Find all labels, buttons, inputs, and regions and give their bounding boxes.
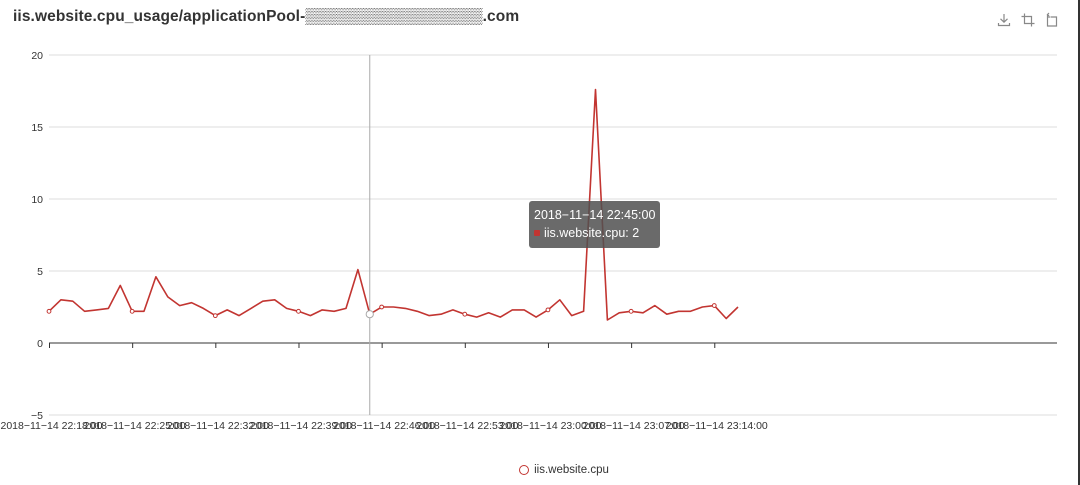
chart-tooltip: 2018−11−14 22:45:00 iis.website.cpu: 2 (529, 201, 661, 248)
x-tick-label: 2018−11−14 22:46:00 (333, 420, 435, 432)
x-tick-label: 2018−11−14 23:14:00 (666, 420, 768, 432)
legend-circle-icon (519, 465, 530, 475)
data-point[interactable] (379, 304, 385, 310)
data-point[interactable] (212, 313, 218, 319)
download-icon[interactable] (996, 12, 1012, 28)
grid-lines (49, 54, 1057, 416)
tooltip-series-label: iis.website.cpu: 2 (544, 226, 640, 240)
y-tick-label: 10 (31, 194, 43, 206)
x-tick-label: 2018−11−14 22:25:00 (84, 420, 186, 432)
x-tick-label: 2018−11−14 22:18:00 (1, 420, 103, 432)
x-tick-label: 2018−11−14 23:07:00 (583, 420, 685, 432)
legend-label: iis.website.cpu (534, 464, 609, 476)
restore-icon[interactable] (1044, 12, 1060, 28)
data-point[interactable] (462, 311, 468, 317)
x-tick-label: 2018−11−14 22:32:00 (167, 420, 269, 432)
chart-legend: iis.website.cpu (0, 464, 1078, 478)
y-tick-label: 5 (37, 266, 43, 278)
chart-toolbox (996, 12, 1060, 28)
series-layer (46, 88, 739, 321)
tooltip-row: iis.website.cpu: 2 (534, 224, 655, 242)
x-tick-label: 2018−11−14 22:39:00 (250, 420, 352, 432)
tooltip-series-swatch (534, 230, 540, 236)
zoom-icon[interactable] (1020, 12, 1036, 28)
data-point[interactable] (296, 308, 301, 314)
x-tick-label: 2018−11−14 22:53:00 (416, 420, 518, 432)
data-point[interactable] (628, 308, 634, 314)
data-point[interactable] (545, 307, 551, 313)
y-tick-label: 0 (37, 338, 43, 350)
series-line-iis-website-cpu[interactable] (48, 88, 739, 321)
y-tick-label: 20 (31, 50, 43, 62)
data-point[interactable] (129, 308, 135, 314)
legend-item-iis-website-cpu[interactable]: iis.website.cpu (519, 464, 609, 476)
y-tick-label: −5 (31, 410, 43, 422)
y-tick-label: 15 (31, 122, 43, 134)
data-point[interactable] (46, 308, 52, 314)
hovered-data-point[interactable] (365, 310, 374, 319)
data-point[interactable] (711, 303, 717, 308)
tooltip-time: 2018−11−14 22:45:00 (534, 208, 656, 222)
x-tick-label: 2018−11−14 23:00:00 (499, 420, 601, 432)
chart-title: iis.website.cpu_usage/applicationPool-▒▒… (13, 8, 520, 25)
